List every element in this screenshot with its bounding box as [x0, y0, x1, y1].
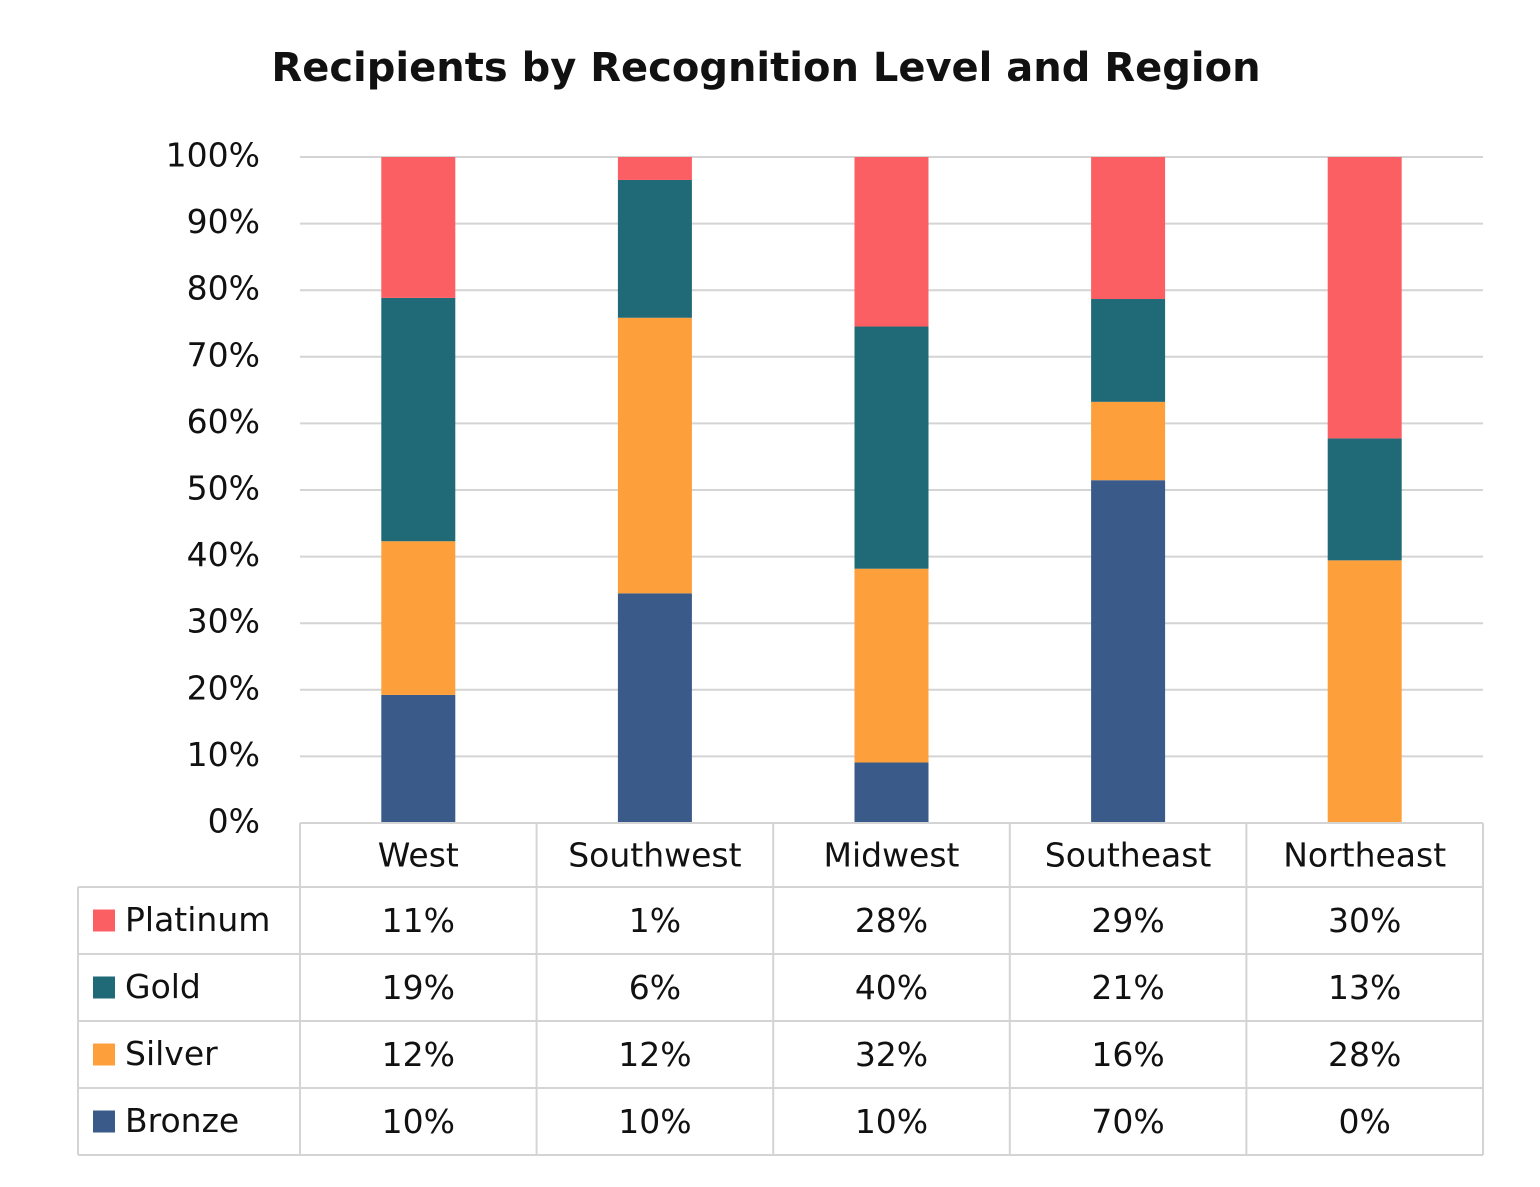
bar-segment: [381, 297, 456, 542]
x-tick-label: Midwest: [823, 836, 959, 875]
bar-segment: [1091, 401, 1166, 481]
chart-title: Recipients by Recognition Level and Regi…: [271, 45, 1260, 91]
table-value: 30%: [1328, 901, 1401, 940]
table-value: 32%: [855, 1035, 928, 1074]
y-tick-label: 70%: [187, 335, 260, 374]
table-value: 21%: [1091, 968, 1164, 1007]
table-value: 29%: [1091, 901, 1164, 940]
bar-segment: [1091, 157, 1166, 300]
bar-segment: [854, 326, 929, 569]
table-value: 0%: [1339, 1102, 1391, 1141]
legend-label: Silver: [125, 1034, 218, 1073]
bar-segment: [854, 762, 929, 823]
y-tick-label: 40%: [187, 535, 260, 574]
bar-segment: [1327, 157, 1402, 439]
bar-segment: [854, 568, 929, 763]
table-value: 6%: [629, 968, 681, 1007]
table-value: 28%: [1328, 1035, 1401, 1074]
x-tick-label: Southeast: [1045, 836, 1212, 875]
bar-segment: [1327, 438, 1402, 561]
table-value: 11%: [382, 901, 455, 940]
y-tick-label: 50%: [187, 469, 260, 508]
bar-segment: [381, 694, 456, 823]
legend-label: Bronze: [125, 1101, 239, 1140]
table-value: 19%: [382, 968, 455, 1007]
legend-label: Gold: [125, 967, 201, 1006]
bar-segment: [1091, 480, 1166, 823]
table-value: 10%: [855, 1102, 928, 1141]
y-tick-label: 20%: [187, 668, 260, 707]
legend-swatch: [93, 976, 115, 999]
table-value: 12%: [618, 1035, 691, 1074]
y-tick-label: 60%: [187, 402, 260, 441]
legend-swatch: [93, 1043, 115, 1066]
bar-segment: [1327, 560, 1402, 823]
y-tick-label: 90%: [187, 202, 260, 241]
y-tick-label: 10%: [187, 735, 260, 774]
legend-swatch: [93, 909, 115, 932]
table-value: 10%: [382, 1102, 455, 1141]
y-tick-label: 30%: [187, 602, 260, 641]
bar-segment: [381, 541, 456, 695]
table-value: 28%: [855, 901, 928, 940]
bar-segment: [854, 157, 929, 327]
table-value: 12%: [382, 1035, 455, 1074]
table-value: 16%: [1091, 1035, 1164, 1074]
x-tick-label: Southwest: [568, 836, 741, 875]
legend-swatch: [93, 1110, 115, 1133]
bar-segment: [1091, 299, 1166, 402]
bar-segment: [617, 317, 692, 594]
bar-segment: [617, 593, 692, 823]
table-value: 40%: [855, 968, 928, 1007]
y-tick-label: 0%: [208, 802, 260, 841]
table-value: 13%: [1328, 968, 1401, 1007]
y-tick-label: 80%: [187, 269, 260, 308]
y-tick-label: 100%: [166, 136, 260, 175]
legend-label: Platinum: [125, 900, 270, 939]
bar-segment: [617, 157, 692, 180]
table-value: 10%: [618, 1102, 691, 1141]
x-tick-label: Northeast: [1283, 836, 1446, 875]
x-tick-label: West: [378, 836, 459, 875]
bar-segment: [617, 179, 692, 318]
table-value: 1%: [629, 901, 681, 940]
bar-segment: [381, 157, 456, 298]
table-value: 70%: [1091, 1102, 1164, 1141]
